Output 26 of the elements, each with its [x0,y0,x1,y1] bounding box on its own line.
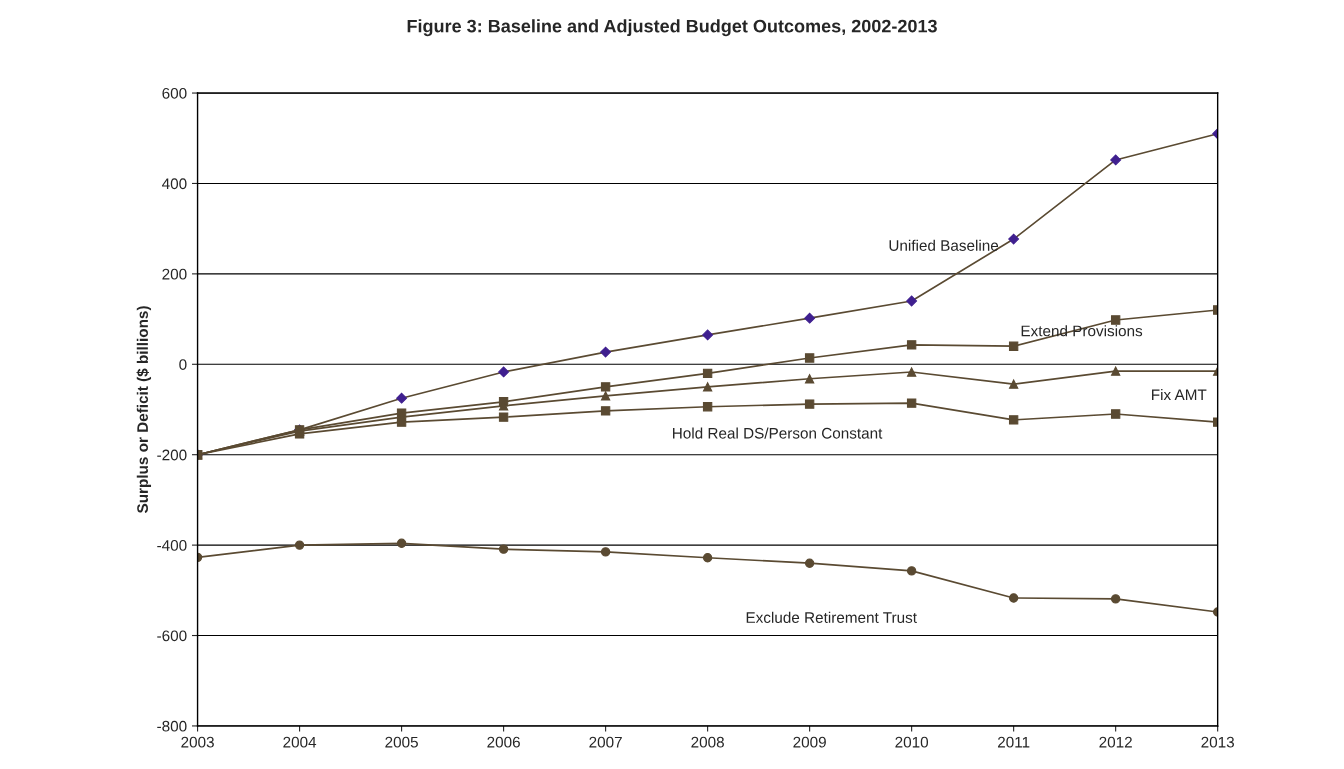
series-label: Hold Real DS/Person Constant [673,427,883,439]
x-tick-label: 2009 [793,736,826,748]
x-tick-label: 2012 [1099,736,1132,748]
x-tick-label: 2004 [283,736,317,748]
x-tick-label: 2011 [997,736,1030,748]
x-tick-label: 2010 [895,736,929,748]
x-tick-label: 2008 [691,736,724,748]
series-label: Extend Provisions [1021,325,1143,337]
y-tick-label: -600 [157,630,187,642]
text: Exclude Retirement Trust [746,611,917,623]
y-tick-label: -400 [157,539,187,551]
series-label: Unified Baseline [889,239,999,251]
y-axis-title: Surplus or Deficit ($ billions) [136,306,152,514]
x-tick-label: 2013 [1201,736,1234,748]
y-tick-label: -200 [157,449,187,461]
x-tick-label: 2005 [385,736,418,748]
y-tick-label: 200 [162,268,187,280]
y-tick-label: 400 [162,178,187,190]
y-tick-label: 0 [179,359,187,370]
series-label: Fix AMT [1152,388,1207,401]
x-tick-label: 2006 [487,736,520,748]
x-tick-label: 2007 [589,736,622,748]
chart-title: Figure 3: Baseline and Adjusted Budget Outcomes, 2002-2013 [407,19,937,37]
y-tick-label: 600 [162,87,187,99]
y-tick-label: -800 [157,720,187,732]
x-tick-label: 2003 [181,736,214,748]
